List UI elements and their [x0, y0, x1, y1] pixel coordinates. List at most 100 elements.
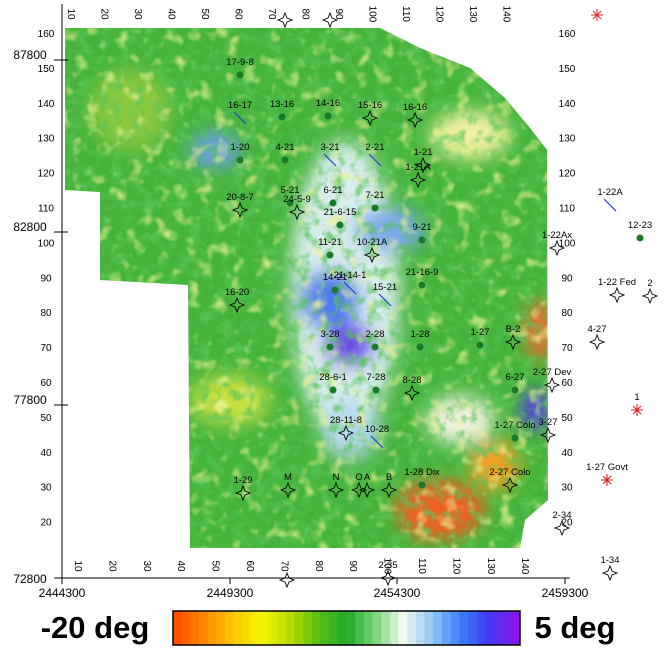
left-scale-label: 50: [40, 413, 52, 424]
y-coordinate-label: 82800: [13, 220, 47, 234]
well-label: 2-28: [365, 329, 384, 340]
colorbar-cell: [476, 611, 486, 645]
well-symbol: [281, 156, 289, 164]
well-symbol: [608, 286, 626, 304]
well-symbol: [323, 153, 337, 167]
colorbar-cell: [329, 611, 339, 645]
well-symbol: [327, 481, 345, 499]
colorbar-cell: [225, 611, 235, 645]
right-scale-label: 40: [561, 448, 573, 459]
well-symbol: [406, 111, 424, 129]
right-scale-label: 130: [559, 134, 576, 145]
left-scale-label: 80: [40, 308, 52, 319]
well: 21-16-9: [406, 267, 439, 289]
well-label: 12-23: [628, 220, 652, 231]
top-scale-label: 20: [99, 8, 110, 20]
well: 8-28: [402, 375, 422, 402]
colorbar-cell: [485, 611, 495, 645]
well-label: 17-9-8: [226, 57, 253, 68]
well-symbol: [501, 476, 519, 494]
well-symbol: [329, 386, 337, 394]
well-symbol: [231, 201, 249, 219]
well-label: 6-21: [323, 185, 342, 196]
colorbar-cell: [259, 611, 269, 645]
colorbar: [172, 610, 521, 646]
left-scale-label: 160: [38, 29, 55, 40]
well: 10-21A: [357, 237, 388, 264]
top-scale-label: 120: [434, 6, 445, 23]
well-label: 9-21: [412, 222, 431, 233]
left-scale-label: 120: [38, 169, 55, 180]
bottom-scale-label: 10: [72, 560, 83, 572]
well-label: O: [355, 472, 362, 483]
colorbar-cell: [389, 611, 399, 645]
colorbar-cell: [450, 611, 460, 645]
x-coordinate-label: 2459300: [542, 586, 589, 600]
x-coordinate-label: 2449300: [207, 586, 254, 600]
colorbar-min-label: -20 deg: [41, 610, 150, 645]
left-scale-label: 40: [40, 448, 52, 459]
well-symbol: [588, 333, 606, 351]
left-scale-label: 60: [40, 378, 52, 389]
colorbar-cell: [242, 611, 252, 645]
colorbar-border: [172, 610, 521, 646]
well: 3-27: [538, 417, 558, 444]
well: 24-5-9: [283, 194, 311, 221]
well-label: 15-16: [358, 100, 382, 111]
colorbar-cell: [346, 611, 356, 645]
well-label: 16-20: [225, 287, 249, 298]
well-label: B-2: [506, 324, 521, 335]
well-symbol: [409, 171, 427, 189]
right-scale-label: 160: [559, 29, 576, 40]
well: 1-34: [600, 555, 620, 582]
left-scale-label: 150: [38, 64, 55, 75]
top-scale-label: 90: [333, 8, 344, 20]
well-label: B: [386, 472, 392, 483]
bottom-scale-label: 60: [244, 560, 255, 572]
well-label: 2-35: [378, 560, 397, 571]
well-label: 14-21: [323, 272, 347, 283]
well: B-2: [504, 324, 522, 351]
well-label: 1-27: [470, 327, 489, 338]
well: 1-22Ax: [542, 230, 572, 257]
well-symbol: [416, 343, 424, 351]
well: 2-27 Dev: [533, 367, 572, 394]
well: 16-20: [225, 287, 249, 314]
well: N: [327, 472, 345, 499]
well: 2-21: [365, 142, 385, 167]
well-label: 1-28 Dix: [404, 467, 440, 478]
well: 1-27 Colo: [494, 420, 536, 442]
well-label: 1-34: [600, 555, 619, 566]
well-symbol: [358, 481, 376, 499]
well: 12-23: [628, 220, 652, 242]
extra-stars: [276, 9, 603, 589]
well-symbol: [372, 386, 380, 394]
y-coordinate-label: 77800: [13, 393, 47, 407]
well-label: A: [364, 472, 371, 483]
well-label: 14-16: [316, 98, 340, 109]
well-symbol: [641, 287, 659, 305]
right-scale-label: 100: [559, 238, 576, 249]
right-scale-label: 150: [559, 64, 576, 75]
well-symbol: [233, 111, 247, 125]
well-symbol: [601, 564, 619, 582]
bottom-scale-label: 80: [313, 560, 324, 572]
right-scale-label: 90: [561, 273, 573, 284]
colorbar-cell: [355, 611, 365, 645]
well-label: 21-16-9: [406, 267, 439, 278]
right-scale-label: 50: [561, 413, 573, 424]
colorbar-max-label: 5 deg: [535, 610, 616, 645]
right-scale-label: 80: [561, 308, 573, 319]
well: 1: [631, 392, 643, 416]
well: 1-28: [410, 329, 430, 351]
well-label: 3-21: [320, 142, 339, 153]
well-symbol: [548, 239, 566, 257]
well: 1-28 Dix: [404, 467, 440, 489]
x-coordinate-label: 2454300: [374, 586, 421, 600]
attribute-raster: [65, 28, 548, 548]
bottom-scale-label: 20: [106, 560, 117, 572]
well-label: 10-28: [365, 424, 389, 435]
well: 3-28: [320, 329, 340, 351]
